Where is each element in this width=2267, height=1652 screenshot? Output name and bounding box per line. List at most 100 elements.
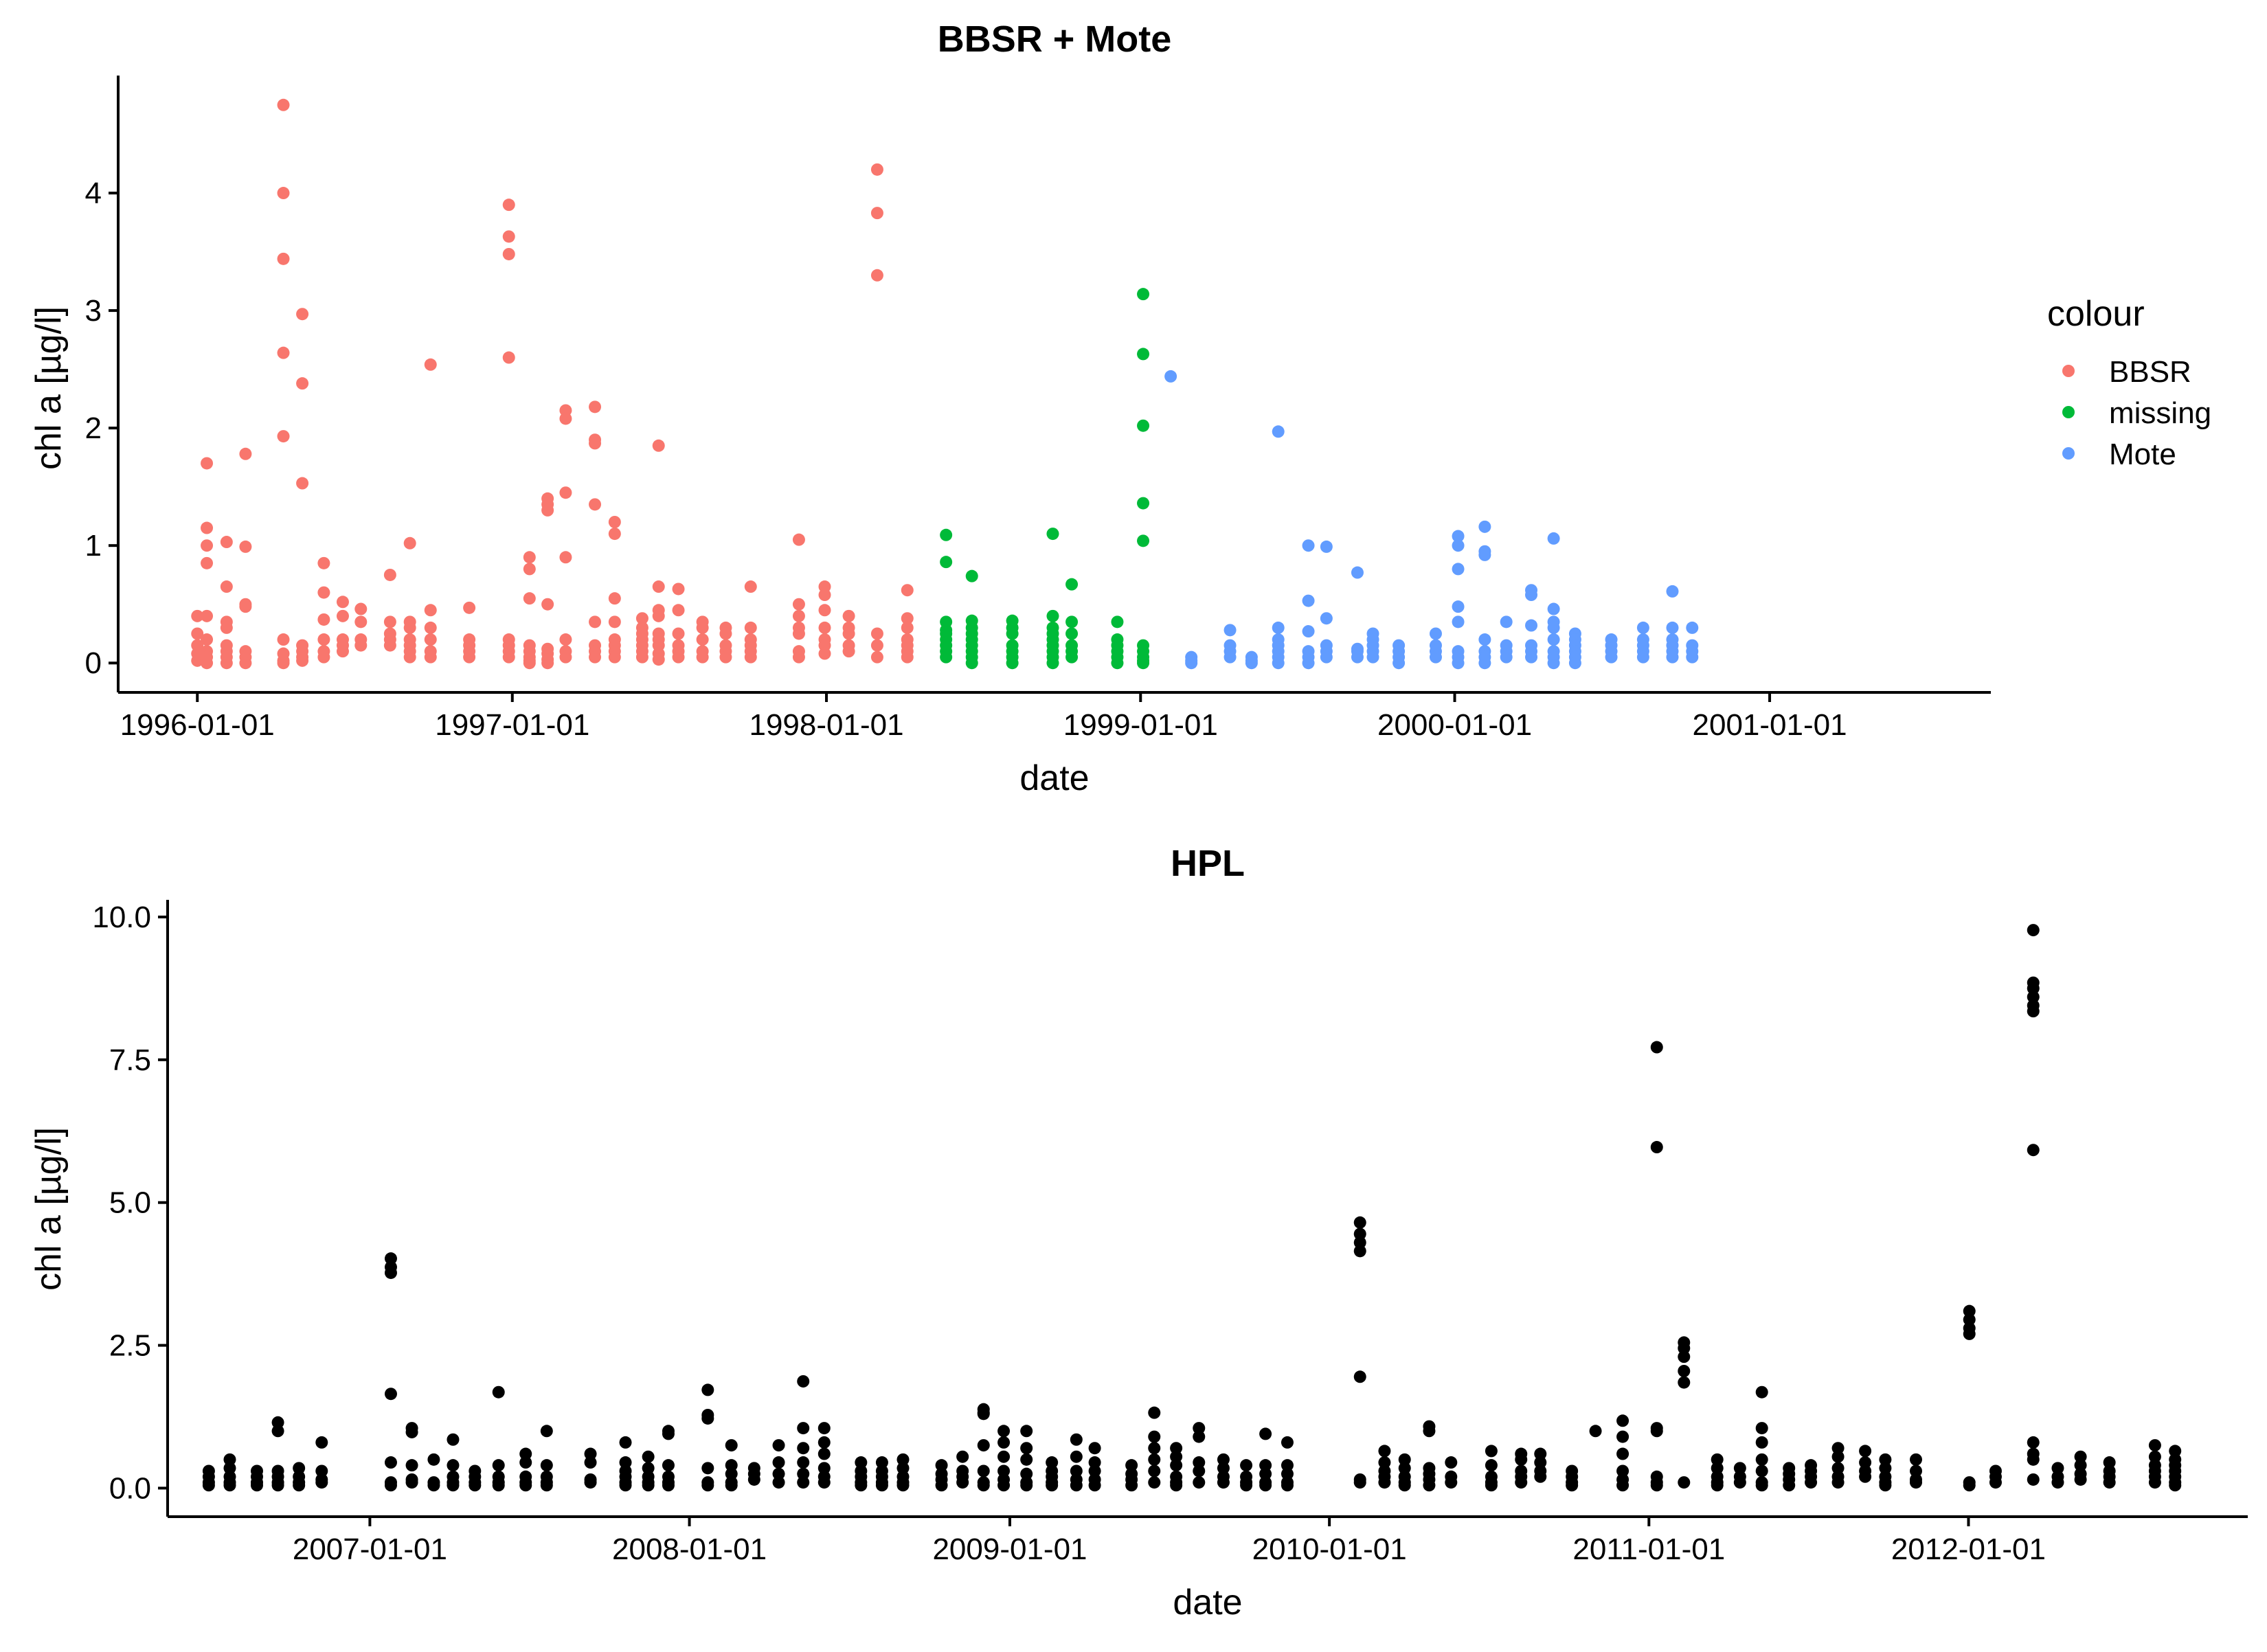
data-point	[1755, 1422, 1768, 1435]
data-point	[1909, 1464, 1922, 1478]
data-point	[519, 1447, 532, 1460]
data-point	[652, 653, 665, 666]
data-point	[424, 358, 437, 371]
data-point	[1666, 585, 1679, 598]
data-point	[797, 1467, 810, 1480]
data-point	[1137, 657, 1150, 670]
data-point	[2027, 924, 2040, 937]
data-point	[1650, 1041, 1663, 1054]
data-point	[1020, 1467, 1033, 1480]
data-point	[469, 1479, 482, 1492]
data-point	[2027, 1436, 2040, 1449]
data-point	[997, 1425, 1011, 1438]
data-point	[523, 657, 536, 670]
data-point	[1525, 589, 1538, 602]
y-tick-label: 4	[85, 177, 102, 210]
data-point	[870, 163, 883, 176]
data-point	[855, 1479, 868, 1492]
data-point	[463, 601, 476, 614]
data-point	[492, 1479, 505, 1492]
data-point	[1666, 621, 1679, 634]
data-point	[296, 377, 309, 390]
data-point	[559, 551, 572, 564]
data-point	[541, 598, 554, 611]
data-point	[1547, 602, 1560, 615]
data-point	[239, 600, 252, 613]
data-point	[336, 609, 349, 622]
data-point	[1485, 1459, 1498, 1472]
data-point	[1398, 1453, 1411, 1466]
data-point	[719, 650, 732, 664]
data-point	[725, 1439, 738, 1452]
data-point	[1272, 425, 1285, 438]
y-tick-label: 5.0	[109, 1186, 151, 1220]
data-point	[201, 556, 214, 569]
x-tick-label: 2008-01-01	[612, 1532, 767, 1566]
data-point	[1879, 1453, 1892, 1466]
data-point	[956, 1450, 969, 1463]
data-point	[842, 609, 855, 622]
data-point	[1353, 1370, 1366, 1383]
data-points	[202, 924, 2182, 1492]
data-point	[2169, 1445, 2182, 1458]
data-point	[1217, 1476, 1230, 1489]
data-point	[296, 308, 309, 321]
data-point	[384, 1252, 397, 1265]
data-point	[1963, 1304, 1976, 1317]
data-point	[797, 1374, 810, 1388]
data-point	[502, 247, 515, 260]
data-point	[1088, 1479, 1101, 1492]
data-point	[403, 650, 416, 664]
data-point	[1137, 348, 1150, 361]
data-point	[672, 650, 685, 664]
data-point	[744, 580, 757, 593]
data-point	[1445, 1456, 1458, 1469]
data-point	[1711, 1453, 1724, 1466]
data-point	[1805, 1476, 1818, 1489]
data-point	[1398, 1479, 1411, 1492]
data-point	[1534, 1447, 1547, 1460]
data-point	[354, 602, 368, 615]
data-point	[652, 580, 665, 593]
y-tick-label: 7.5	[109, 1043, 151, 1077]
data-point	[1452, 615, 1465, 629]
data-point	[1088, 1442, 1101, 1455]
data-point	[354, 639, 368, 652]
data-point	[1148, 1430, 1161, 1443]
data-point	[1170, 1459, 1183, 1472]
data-point	[296, 654, 309, 667]
legend-key-bbsr	[2062, 365, 2075, 377]
data-point	[619, 1436, 632, 1449]
data-point	[1302, 657, 1315, 670]
data-point	[2051, 1476, 2064, 1489]
data-point	[1711, 1462, 1724, 1475]
data-point	[896, 1479, 910, 1492]
x-tick-label: 1997-01-01	[435, 708, 589, 742]
x-tick-label: 2010-01-01	[1252, 1532, 1407, 1566]
data-point	[223, 1479, 236, 1492]
data-point	[725, 1459, 738, 1472]
data-point	[901, 621, 914, 634]
data-point	[315, 1436, 328, 1449]
data-point	[1666, 650, 1679, 664]
data-point	[701, 1412, 714, 1425]
data-point	[940, 556, 953, 569]
data-point	[1020, 1479, 1033, 1492]
data-point	[792, 609, 805, 622]
data-point	[1281, 1436, 1294, 1449]
data-point	[201, 633, 214, 646]
y-tick-label: 3	[85, 294, 102, 328]
data-point	[1302, 594, 1315, 607]
data-point	[1137, 419, 1150, 432]
data-point	[817, 1462, 831, 1475]
data-point	[540, 1425, 553, 1438]
data-point	[1650, 1479, 1663, 1492]
data-point	[1020, 1425, 1033, 1438]
data-point	[1006, 657, 1019, 670]
data-point	[1281, 1459, 1294, 1472]
data-point	[1445, 1476, 1458, 1489]
x-axis-label: date	[1173, 1583, 1242, 1622]
data-point	[1686, 650, 1699, 664]
data-point	[315, 1464, 328, 1478]
